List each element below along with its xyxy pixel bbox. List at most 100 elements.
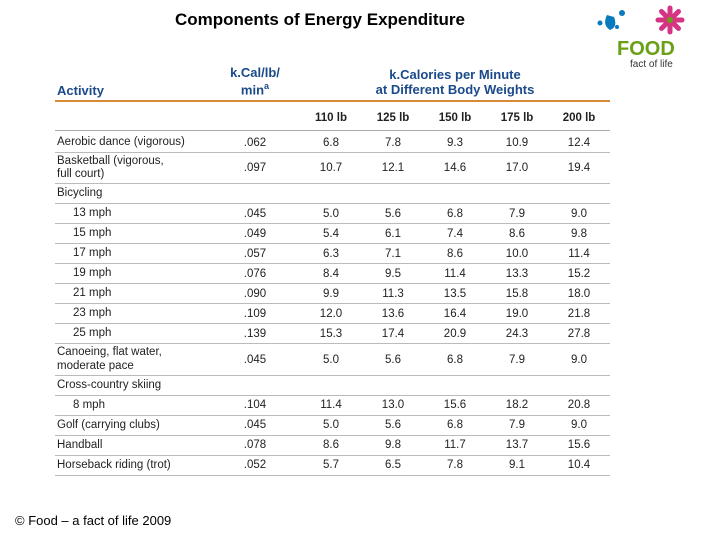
cell-weight-1: 7.8 [362,137,424,149]
cell-weight-3: 7.9 [486,208,548,220]
cell-kcal-lb-min: .045 [210,419,300,431]
page-title: Components of Energy Expenditure [175,10,465,30]
cell-activity: Basketball (vigorous,full court) [55,155,210,181]
cell-weight-2: 6.8 [424,419,486,431]
cell-weight-0: 5.7 [300,459,362,471]
cell-weight-0: 10.7 [300,162,362,174]
cell-weight-0: 9.9 [300,288,362,300]
cell-weight-4: 9.0 [548,208,610,220]
table-header-row-1: Activity k.Cal/lb/mina k.Calories per Mi… [55,60,610,98]
cell-weight-2: 15.6 [424,399,486,411]
cell-activity: 23 mph [55,307,210,320]
cell-weight-2: 6.8 [424,208,486,220]
table-row: 21 mph.0909.911.313.515.818.0 [55,284,610,304]
cell-weight-3: 7.9 [486,354,548,366]
cell-activity: 25 mph [55,327,210,340]
cell-weight-4: 11.4 [548,248,610,260]
cell-kcal-lb-min: .052 [210,459,300,471]
cell-kcal-lb-min: .139 [210,328,300,340]
table-row: 23 mph.10912.013.616.419.021.8 [55,304,610,324]
cell-weight-4: 21.8 [548,308,610,320]
cell-weight-2: 14.6 [424,162,486,174]
cell-weight-2: 6.8 [424,354,486,366]
cell-activity: Horseback riding (trot) [55,459,210,472]
table-row: 19 mph.0768.49.511.413.315.2 [55,264,610,284]
cell-kcal-lb-min: .104 [210,399,300,411]
cell-weight-0: 8.4 [300,268,362,280]
table-row: 8 mph.10411.413.015.618.220.8 [55,396,610,416]
cell-weight-3: 24.3 [486,328,548,340]
cell-weight-1: 9.8 [362,439,424,451]
cell-weight-3: 7.9 [486,419,548,431]
table-row: Aerobic dance (vigorous).0626.87.89.310.… [55,133,610,153]
cell-weight-2: 8.6 [424,248,486,260]
th-175lb: 175 lb [486,112,548,124]
cell-weight-3: 8.6 [486,228,548,240]
th-125lb: 125 lb [362,112,424,124]
cell-kcal-lb-min: .076 [210,268,300,280]
cell-weight-3: 17.0 [486,162,548,174]
cell-weight-3: 13.7 [486,439,548,451]
th-150lb: 150 lb [424,112,486,124]
th-200lb: 200 lb [548,112,610,124]
cell-weight-4: 12.4 [548,137,610,149]
cell-weight-1: 13.0 [362,399,424,411]
energy-table: Activity k.Cal/lb/mina k.Calories per Mi… [55,60,610,476]
cell-kcal-lb-min: .049 [210,228,300,240]
cell-weight-0: 6.3 [300,248,362,260]
table-row: Cross-country skiing [55,376,610,396]
table-row: Horseback riding (trot).0525.76.57.89.11… [55,456,610,476]
th-110lb: 110 lb [300,112,362,124]
cell-weight-4: 9.0 [548,354,610,366]
asterisk-icon [658,8,682,32]
cell-activity: Golf (carrying clubs) [55,419,210,432]
cell-weight-2: 9.3 [424,137,486,149]
cell-weight-4: 9.8 [548,228,610,240]
cell-kcal-lb-min: .078 [210,439,300,451]
cell-weight-0: 12.0 [300,308,362,320]
cell-kcal-lb-min: .090 [210,288,300,300]
subheader-rule [55,130,610,131]
cell-activity: Canoeing, flat water,moderate pace [55,346,210,372]
cell-weight-3: 18.2 [486,399,548,411]
cell-activity: 15 mph [55,227,210,240]
logo-tagline: fact of life [630,59,673,70]
cell-weight-2: 20.9 [424,328,486,340]
droplet-icon [598,10,626,30]
cell-weight-0: 8.6 [300,439,362,451]
cell-activity: Aerobic dance (vigorous) [55,136,210,149]
cell-weight-4: 15.6 [548,439,610,451]
cell-activity: Cross-country skiing [55,379,210,392]
footer-copyright: © Food – a fact of life 2009 [15,513,171,528]
cell-weight-3: 10.9 [486,137,548,149]
table-row: Handball.0788.69.811.713.715.6 [55,436,610,456]
cell-activity: 19 mph [55,267,210,280]
th-kcal-per-min: k.Calories per Minuteat Different Body W… [300,67,610,98]
cell-kcal-lb-min: .097 [210,162,300,174]
table-body: Aerobic dance (vigorous).0626.87.89.310.… [55,133,610,476]
cell-weight-0: 5.0 [300,354,362,366]
table-row: 17 mph.0576.37.18.610.011.4 [55,244,610,264]
table-row: Canoeing, flat water,moderate pace.0455.… [55,344,610,375]
th-activity: Activity [55,83,210,98]
cell-weight-0: 5.4 [300,228,362,240]
cell-activity: 17 mph [55,247,210,260]
cell-weight-2: 11.4 [424,268,486,280]
cell-weight-1: 17.4 [362,328,424,340]
cell-kcal-lb-min: .062 [210,137,300,149]
cell-weight-2: 13.5 [424,288,486,300]
cell-weight-3: 13.3 [486,268,548,280]
cell-weight-1: 6.5 [362,459,424,471]
cell-weight-2: 11.7 [424,439,486,451]
cell-weight-4: 27.8 [548,328,610,340]
table-row: 15 mph.0495.46.17.48.69.8 [55,224,610,244]
cell-weight-3: 15.8 [486,288,548,300]
cell-weight-2: 16.4 [424,308,486,320]
cell-weight-0: 5.0 [300,419,362,431]
cell-activity: 21 mph [55,287,210,300]
cell-weight-4: 9.0 [548,419,610,431]
cell-kcal-lb-min: .045 [210,208,300,220]
table-row: Basketball (vigorous,full court).09710.7… [55,153,610,184]
cell-weight-1: 5.6 [362,354,424,366]
cell-weight-0: 6.8 [300,137,362,149]
